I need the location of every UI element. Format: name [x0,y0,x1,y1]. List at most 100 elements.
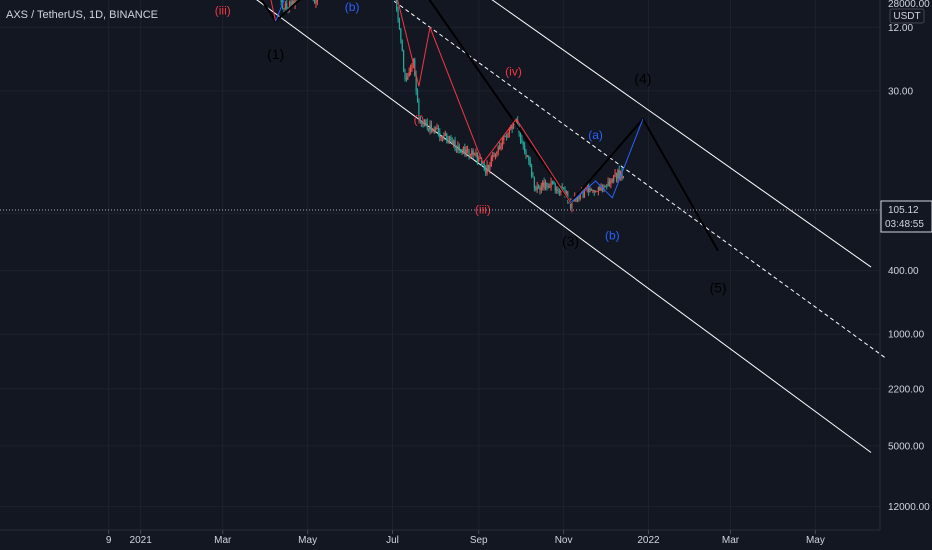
currency-badge[interactable] [889,8,925,24]
time-tick-label: Mar [722,535,740,546]
candle-body [588,187,590,193]
candle-body [492,155,494,158]
price-tick-label: 400.00 [888,266,919,277]
candle-body [535,188,537,190]
candle-body [613,175,615,182]
candle-body [597,186,599,192]
candle-body [550,181,552,187]
candle-body [521,139,523,143]
candle-body [490,157,492,166]
wave-label-primary: (3) [562,233,579,249]
candle-body [589,188,591,193]
last-price-tag: 105.12 03:48:55 [880,200,932,233]
candle-body [418,100,420,117]
candle-body [493,155,495,157]
candle-body [599,186,601,191]
candle-body [532,176,534,177]
wave-path-minor[interactable] [380,0,572,203]
wave-label-minor: (iii) [215,4,231,18]
candle-body [473,154,476,156]
candle-body [546,182,548,187]
candle-body [467,149,469,151]
candle-body [446,133,448,141]
candle-body [440,137,442,138]
candle-body [542,182,544,187]
candle-body [507,133,509,138]
candle-body [313,0,316,4]
candle-body [454,140,456,150]
candle-body [293,1,295,6]
candle-body [543,182,545,189]
candle-body [562,187,565,189]
channel-line-lower[interactable] [60,0,872,268]
candle-body [316,0,318,3]
candle-body [575,197,577,201]
channel-line-middle[interactable] [60,0,886,358]
candle-body [606,185,608,187]
candle-body [554,183,556,191]
wave-labels: (1)(2)(3)(4)(5)(i)(ii)(iii)(iv)(i)(ii)(i… [215,0,727,296]
candle-body [443,135,445,137]
candle-body [411,64,413,70]
candle-body [436,127,438,129]
candle-body [428,128,430,131]
candle-body [596,191,598,192]
candle-body [485,169,487,174]
candle-body [518,128,520,134]
candle-body [615,173,618,179]
candle-body [451,141,453,145]
time-tick-label: May [298,535,317,546]
candle-body [564,188,566,194]
candle-body [594,191,597,193]
wave-path-primary[interactable] [60,0,719,252]
candle-body [288,1,291,10]
candle-body [501,140,503,146]
candle-body [499,146,501,149]
price-tick-label: 12.00 [888,23,913,34]
candle-body [537,186,540,189]
candle-body [519,133,522,140]
candle-body [453,140,455,145]
candle-body [582,191,584,198]
candle-body [617,170,619,179]
candle-body [291,1,293,7]
candle-body [567,191,569,201]
candle-body [415,75,417,91]
candle-body [496,151,498,154]
candle-body [441,135,444,138]
candle-body [603,185,605,191]
candle-body [571,200,573,209]
candle-body [398,19,401,29]
candle-body [536,186,538,190]
candle-body [460,149,462,153]
time-tick-label: May [806,535,825,546]
wave-label-correction: (a) [588,128,603,142]
grid [0,0,880,530]
candle-body [444,133,446,137]
wave-path-correction[interactable] [570,118,644,203]
candle-body [503,136,505,141]
candle-body [486,164,488,174]
candle-body [476,152,478,162]
candle-body [515,120,517,123]
candle-body [558,191,561,193]
channel-lines[interactable] [60,0,886,453]
candle-body [430,124,433,132]
candle-body [437,127,439,133]
channel-line-upper[interactable] [60,0,872,453]
candle-body [590,188,593,191]
candle-body [505,136,508,138]
candle-body [284,3,286,9]
wave-paths[interactable] [60,0,719,252]
time-axis[interactable]: 9 2021 Mar May Jul Sep Nov 2022 Mar May [106,530,825,546]
time-tick-label: Nov [555,535,573,546]
candle-body [280,0,282,3]
candle-body [551,181,554,183]
price-tick-label: 30.00 [888,86,913,97]
price-tick-label: 5000.00 [888,441,925,452]
time-tick-label: 2021 [130,535,153,546]
candle-body [471,150,473,155]
